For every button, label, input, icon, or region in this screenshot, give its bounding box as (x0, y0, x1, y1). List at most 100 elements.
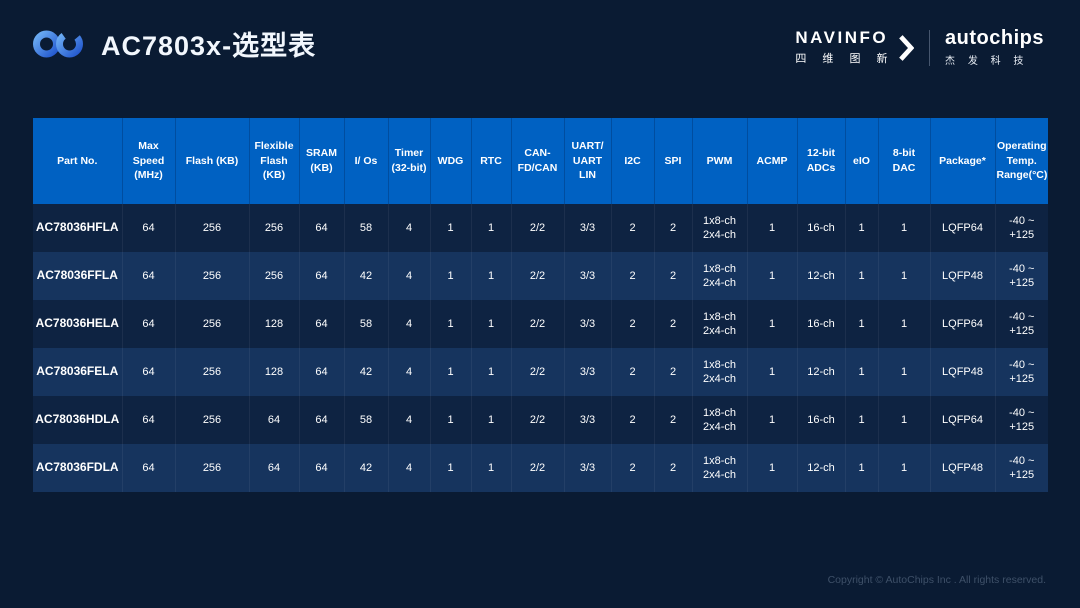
cell: 1 (471, 444, 512, 492)
cell: -40 ~ +125 (995, 204, 1048, 252)
cell: 64 (122, 204, 176, 252)
cell: 1 (430, 444, 472, 492)
cell: 1 (845, 300, 879, 348)
cell: 1 (430, 396, 472, 444)
cell: 64 (299, 300, 345, 348)
cell: 128 (249, 348, 300, 396)
cell: 64 (122, 396, 176, 444)
cell: 1x8-ch 2x4-ch (692, 396, 748, 444)
column-header: WDG (430, 118, 472, 204)
cell: 3/3 (564, 252, 612, 300)
cell: 64 (249, 444, 300, 492)
column-header: UART/ UART LIN (564, 118, 612, 204)
cell: 256 (249, 252, 300, 300)
cell: 64 (122, 348, 176, 396)
brand-left: AC7803x-选型表 (33, 24, 316, 63)
column-header: RTC (471, 118, 512, 204)
autochips-logo: autochips 杰 发 科 技 (945, 28, 1044, 68)
cell: 1 (845, 252, 879, 300)
cell: 12-ch (797, 252, 846, 300)
cell: 1 (878, 396, 931, 444)
cell: 2 (654, 396, 693, 444)
column-header: Package* (930, 118, 996, 204)
column-header: SPI (654, 118, 693, 204)
copyright-text: Copyright © AutoChips Inc . All rights r… (827, 574, 1046, 586)
cell: 42 (344, 444, 389, 492)
column-header: PWM (692, 118, 748, 204)
column-header: Part No. (33, 118, 123, 204)
part-number-cell: AC78036FDLA (33, 444, 123, 492)
cell: LQFP48 (930, 252, 996, 300)
navinfo-wordmark: NAVINFO (795, 27, 889, 47)
column-header: Timer (32-bit) (388, 118, 431, 204)
cell: 64 (299, 396, 345, 444)
cell: 4 (388, 252, 431, 300)
cell: 1x8-ch 2x4-ch (692, 348, 748, 396)
product-selection-table: Part No. Max Speed (MHz) Flash (KB) Flexibl… (33, 118, 1048, 492)
column-header: 12-bit ADCs (797, 118, 846, 204)
cell: 42 (344, 348, 389, 396)
column-header: I/ Os (344, 118, 389, 204)
cell: 1 (430, 300, 472, 348)
cell: 2/2 (511, 444, 565, 492)
column-header: ACMP (747, 118, 798, 204)
cell: 2/2 (511, 348, 565, 396)
cell: 1 (471, 348, 512, 396)
cell: 2 (654, 252, 693, 300)
cell: 2 (654, 444, 693, 492)
column-header: Max Speed (MHz) (122, 118, 176, 204)
cell: 64 (122, 444, 176, 492)
cell: 64 (299, 204, 345, 252)
table-header-row: Part No. Max Speed (MHz) Flash (KB) Flexibl… (33, 118, 1048, 204)
cell: 1 (430, 204, 472, 252)
table-row: AC78036HFLA 64 256 256 64 58 4 1 1 2/2 3/3 2 2 1x8-ch… (33, 204, 1048, 252)
part-number-cell: AC78036FELA (33, 348, 123, 396)
cell: 2/2 (511, 300, 565, 348)
cell: 256 (175, 300, 250, 348)
cell: 1 (878, 204, 931, 252)
cell: 64 (249, 396, 300, 444)
cell: -40 ~ +125 (995, 300, 1048, 348)
cell: 1 (878, 444, 931, 492)
cell: 64 (299, 444, 345, 492)
cell: -40 ~ +125 (995, 252, 1048, 300)
cell: LQFP64 (930, 396, 996, 444)
column-header: Flexible Flash (KB) (249, 118, 300, 204)
cell: 64 (299, 348, 345, 396)
cell: 2 (611, 300, 655, 348)
cell: 2/2 (511, 396, 565, 444)
cell: 2/2 (511, 204, 565, 252)
cell: 2 (654, 300, 693, 348)
brand-right: NAVINFO 四 维 图 新 autochips 杰 发 科 技 (795, 27, 1044, 68)
cell: 1x8-ch 2x4-ch (692, 252, 748, 300)
navinfo-logo: NAVINFO 四 维 图 新 (795, 27, 915, 67)
cell: LQFP64 (930, 204, 996, 252)
navinfo-arrow-icon (899, 34, 915, 61)
cell: 4 (388, 300, 431, 348)
cell: LQFP48 (930, 444, 996, 492)
cell: 1 (430, 252, 472, 300)
logo-divider (929, 29, 931, 66)
cell: 64 (122, 300, 176, 348)
cell: 256 (175, 252, 250, 300)
cell: 1 (471, 252, 512, 300)
autochips-logo-icon (33, 30, 83, 57)
page-title: AC7803x-选型表 (101, 31, 317, 61)
cell: 1 (878, 348, 931, 396)
cell: 1 (747, 300, 798, 348)
column-header: 8-bit DAC (878, 118, 931, 204)
cell: 1 (747, 444, 798, 492)
cell: 128 (249, 300, 300, 348)
cell: 2 (611, 252, 655, 300)
cell: 58 (344, 300, 389, 348)
cell: LQFP64 (930, 300, 996, 348)
cell: 256 (175, 204, 250, 252)
cell: 16-ch (797, 204, 846, 252)
cell: 1 (471, 204, 512, 252)
cell: -40 ~ +125 (995, 396, 1048, 444)
cell: 1 (845, 444, 879, 492)
cell: 4 (388, 348, 431, 396)
cell: 1 (878, 300, 931, 348)
navinfo-chinese-name: 四 维 图 新 (795, 53, 895, 66)
